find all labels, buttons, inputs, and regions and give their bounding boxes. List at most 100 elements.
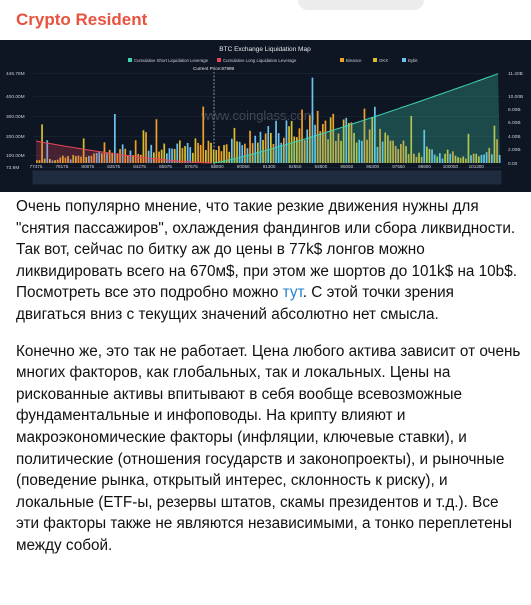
chart-bar (184, 146, 186, 163)
x-tick: 87675 (185, 164, 198, 169)
chart-bar (134, 140, 137, 163)
link-tut[interactable]: тут (282, 284, 303, 302)
chart-bar (168, 148, 171, 163)
chart-bar (335, 141, 337, 163)
x-tick: 93800 (315, 164, 328, 169)
chart-bar (478, 156, 480, 163)
watermark: www.coinglass.com (200, 108, 314, 123)
chart-bar (324, 120, 327, 163)
chart-bar (233, 127, 236, 163)
chart-bar (488, 147, 491, 163)
chart-bar (314, 124, 316, 163)
chart-legend: Cumulative Short Liquidation Leverage Cum… (128, 58, 418, 63)
chart-bar (207, 140, 210, 163)
chart-bar (145, 132, 147, 163)
chart-bar (374, 106, 376, 163)
chart-bar (353, 132, 355, 163)
chart-bar (405, 146, 407, 163)
chart-bar (296, 137, 298, 163)
legend-label: Binance (346, 58, 362, 63)
chart-bar (480, 154, 483, 163)
chart-bar (407, 154, 410, 163)
chart-bar (306, 129, 309, 163)
chart-bar (376, 146, 379, 163)
chart-bar (280, 142, 283, 163)
chart-bar (41, 124, 43, 163)
chart-bar (155, 119, 158, 163)
chart-bar (420, 156, 423, 163)
chart-bar (290, 120, 293, 163)
chart-bar (114, 113, 116, 163)
paragraph-1: Очень популярно мнение, что такие резкие… (16, 196, 522, 326)
chart-bar (244, 143, 246, 163)
chart-bar (160, 149, 163, 163)
chart-bar (363, 108, 366, 163)
chart-bar (288, 126, 290, 163)
chart-bar (101, 153, 103, 163)
y-right-tick: 8.00B (508, 107, 521, 113)
chart-bar (127, 155, 129, 163)
chart-bar (215, 150, 218, 163)
long-liquidation-line (35, 140, 213, 164)
chart-bar (264, 133, 267, 163)
chart-bar (121, 144, 124, 163)
liquidation-map-chart: BTC Exchange Liquidation Map Cumulative … (6, 46, 523, 185)
zoom-slider-handle[interactable] (33, 171, 501, 184)
chart-bar (293, 136, 296, 163)
chart-bar (283, 137, 285, 163)
chart-bar (345, 117, 348, 163)
chart-bar (439, 153, 441, 163)
chart-bar (202, 106, 205, 163)
chart-bar (270, 132, 272, 163)
chart-bar (72, 154, 75, 163)
channel-name[interactable]: Crypto Resident (16, 10, 148, 29)
chart-bar (93, 153, 95, 163)
chart-bar (410, 115, 413, 163)
chart-bar (394, 145, 397, 163)
chart-bar (475, 153, 478, 163)
x-tick: 82575 (107, 164, 120, 169)
chart-bar (228, 151, 231, 163)
y-left-tick: 446.78M (6, 71, 25, 77)
chart-bar (132, 155, 134, 163)
x-axis: 77475 79175 80875 82575 84275 85975 87675 88800… (30, 164, 485, 169)
y-right-tick: 6.00B (508, 120, 521, 126)
post-text: Очень популярно мнение, что такие резкие… (16, 196, 522, 572)
x-tick: 88800 (211, 164, 224, 169)
chart-bar (361, 140, 363, 163)
chart-bar (173, 148, 176, 163)
chart-bar (36, 160, 38, 163)
chart-bar (301, 109, 303, 163)
chart-bar (137, 153, 140, 163)
chart-bar (210, 142, 212, 163)
chart-bar (166, 153, 168, 163)
chart-bar (298, 128, 301, 163)
y-right-tick: 10.00B (508, 94, 523, 100)
chart-bar (485, 152, 488, 163)
chart-bar (163, 143, 166, 163)
chart-bar (342, 119, 345, 163)
chart-bar (111, 152, 114, 163)
chart-bar (62, 155, 64, 163)
legend-swatch (373, 58, 377, 62)
y-right-tick: 2.00B (508, 147, 521, 153)
post-header: Crypto Resident (0, 0, 531, 40)
chart-bar (46, 140, 49, 163)
chart-bar (51, 160, 54, 163)
chart-bar (236, 141, 238, 163)
chart-bar (423, 129, 426, 163)
long-liquidation-area (36, 141, 214, 163)
chart-bar (77, 155, 80, 163)
chart-bar (446, 149, 449, 163)
chart-image[interactable]: BTC Exchange Liquidation Map Cumulative … (0, 40, 531, 192)
x-tick: 90050 (237, 164, 250, 169)
chart-bar (459, 157, 462, 163)
chart-bar (472, 153, 475, 163)
x-tick: 80875 (81, 164, 94, 169)
chart-bar (285, 120, 288, 163)
chart-bar (212, 149, 215, 163)
chart-title: BTC Exchange Liquidation Map (219, 46, 311, 53)
chart-bar (238, 141, 241, 163)
bars (36, 77, 501, 163)
y-axis-right: 11.40B 10.00B 8.00B 6.00B 4.00B 2.00B 0.00 (508, 71, 523, 167)
